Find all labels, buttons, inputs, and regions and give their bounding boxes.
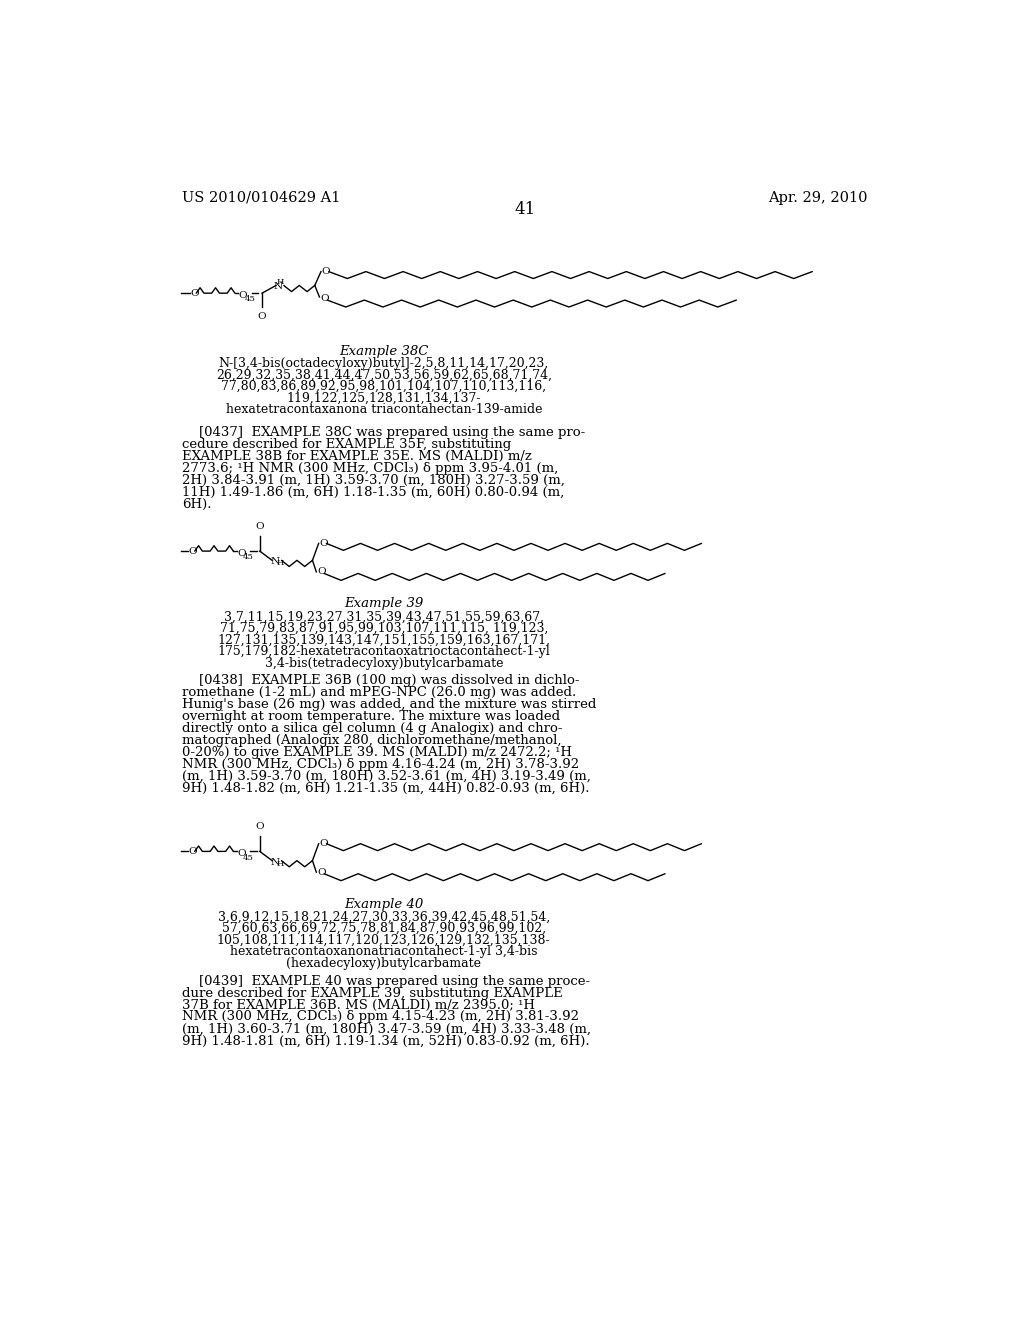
Text: 0-20%) to give EXAMPLE 39. MS (MALDI) m/z 2472.2; ¹H: 0-20%) to give EXAMPLE 39. MS (MALDI) m/…	[182, 746, 572, 759]
Text: N: N	[273, 281, 283, 290]
Text: EXAMPLE 38B for EXAMPLE 35E. MS (MALDI) m/z: EXAMPLE 38B for EXAMPLE 35E. MS (MALDI) …	[182, 450, 532, 463]
Text: O: O	[319, 840, 328, 849]
Text: H: H	[276, 279, 285, 286]
Text: O: O	[321, 294, 329, 304]
Text: H: H	[276, 560, 285, 568]
Text: 3,6,9,12,15,18,21,24,27,30,33,36,39,42,45,48,51,54,: 3,6,9,12,15,18,21,24,27,30,33,36,39,42,4…	[218, 911, 550, 924]
Text: 3,7,11,15,19,23,27,31,35,39,43,47,51,55,59,63,67,: 3,7,11,15,19,23,27,31,35,39,43,47,51,55,…	[224, 610, 544, 623]
Text: 11H) 1.49-1.86 (m, 6H) 1.18-1.35 (m, 60H) 0.80-0.94 (m,: 11H) 1.49-1.86 (m, 6H) 1.18-1.35 (m, 60H…	[182, 486, 564, 499]
Text: Example 38C: Example 38C	[339, 345, 428, 358]
Text: 45: 45	[245, 296, 255, 304]
Text: romethane (1-2 mL) and mPEG-NPC (26.0 mg) was added.: romethane (1-2 mL) and mPEG-NPC (26.0 mg…	[182, 686, 577, 700]
Text: Example 39: Example 39	[344, 597, 423, 610]
Text: N-[3,4-bis(octadecyloxy)butyl]-2,5,8,11,14,17,20,23,: N-[3,4-bis(octadecyloxy)butyl]-2,5,8,11,…	[219, 358, 549, 370]
Text: 41: 41	[514, 201, 536, 218]
Text: 45: 45	[243, 854, 254, 862]
Text: 175,179,182-hexatetracontaoxatrioctacontahect-1-yl: 175,179,182-hexatetracontaoxatrioctacont…	[217, 645, 550, 659]
Text: O: O	[238, 849, 246, 858]
Text: hexatetracontaxanona triacontahectan-139-amide: hexatetracontaxanona triacontahectan-139…	[225, 404, 542, 416]
Text: 37B for EXAMPLE 36B. MS (MALDI) m/z 2395.0; ¹H: 37B for EXAMPLE 36B. MS (MALDI) m/z 2395…	[182, 998, 536, 1011]
Text: 9H) 1.48-1.81 (m, 6H) 1.19-1.34 (m, 52H) 0.83-0.92 (m, 6H).: 9H) 1.48-1.81 (m, 6H) 1.19-1.34 (m, 52H)…	[182, 1035, 590, 1047]
Text: [0437]  EXAMPLE 38C was prepared using the same pro-: [0437] EXAMPLE 38C was prepared using th…	[182, 426, 586, 440]
Text: 127,131,135,139,143,147,151,155,159,163,167,171,: 127,131,135,139,143,147,151,155,159,163,…	[217, 634, 550, 647]
Text: NMR (300 MHz, CDCl₃) δ ppm 4.15-4.23 (m, 2H) 3.81-3.92: NMR (300 MHz, CDCl₃) δ ppm 4.15-4.23 (m,…	[182, 1010, 580, 1023]
Text: (m, 1H) 3.60-3.71 (m, 180H) 3.47-3.59 (m, 4H) 3.33-3.48 (m,: (m, 1H) 3.60-3.71 (m, 180H) 3.47-3.59 (m…	[182, 1022, 591, 1035]
Text: Example 40: Example 40	[344, 898, 423, 911]
Text: O: O	[317, 867, 326, 876]
Text: [0439]  EXAMPLE 40 was prepared using the same proce-: [0439] EXAMPLE 40 was prepared using the…	[182, 974, 591, 987]
Text: N: N	[270, 557, 280, 566]
Text: matographed (Analogix 280, dichloromethane/methanol,: matographed (Analogix 280, dichlorometha…	[182, 734, 562, 747]
Text: O: O	[238, 549, 246, 558]
Text: O: O	[188, 847, 197, 855]
Text: 77,80,83,86,89,92,95,98,101,104,107,110,113,116,: 77,80,83,86,89,92,95,98,101,104,107,110,…	[221, 380, 547, 393]
Text: O: O	[317, 568, 326, 577]
Text: 9H) 1.48-1.82 (m, 6H) 1.21-1.35 (m, 44H) 0.82-0.93 (m, 6H).: 9H) 1.48-1.82 (m, 6H) 1.21-1.35 (m, 44H)…	[182, 781, 590, 795]
Text: H: H	[276, 859, 285, 867]
Text: US 2010/0104629 A1: US 2010/0104629 A1	[182, 190, 341, 205]
Text: 105,108,111,114,117,120,123,126,129,132,135,138-: 105,108,111,114,117,120,123,126,129,132,…	[217, 933, 551, 946]
Text: dure described for EXAMPLE 39, substituting EXAMPLE: dure described for EXAMPLE 39, substitut…	[182, 986, 563, 999]
Text: 71,75,79,83,87,91,95,99,103,107,111,115, 119,123,: 71,75,79,83,87,91,95,99,103,107,111,115,…	[219, 622, 548, 635]
Text: 26,29,32,35,38,41,44,47,50,53,56,59,62,65,68,71,74,: 26,29,32,35,38,41,44,47,50,53,56,59,62,6…	[216, 368, 552, 381]
Text: hexatetracontaoxanonatriacontahect-1-yl 3,4-bis: hexatetracontaoxanonatriacontahect-1-yl …	[230, 945, 538, 958]
Text: O: O	[255, 822, 264, 832]
Text: [0438]  EXAMPLE 36B (100 mg) was dissolved in dichlo-: [0438] EXAMPLE 36B (100 mg) was dissolve…	[182, 675, 580, 688]
Text: O: O	[188, 546, 197, 556]
Text: Hunig's base (26 mg) was added, and the mixture was stirred: Hunig's base (26 mg) was added, and the …	[182, 698, 597, 711]
Text: (hexadecyloxy)butylcarbamate: (hexadecyloxy)butylcarbamate	[287, 957, 481, 970]
Text: O: O	[255, 523, 264, 531]
Text: 2H) 3.84-3.91 (m, 1H) 3.59-3.70 (m, 180H) 3.27-3.59 (m,: 2H) 3.84-3.91 (m, 1H) 3.59-3.70 (m, 180H…	[182, 474, 565, 487]
Text: 2773.6; ¹H NMR (300 MHz, CDCl₃) δ ppm 3.95-4.01 (m,: 2773.6; ¹H NMR (300 MHz, CDCl₃) δ ppm 3.…	[182, 462, 558, 475]
Text: N: N	[270, 858, 280, 867]
Text: O: O	[190, 289, 199, 297]
Text: O: O	[258, 312, 266, 321]
Text: O: O	[239, 290, 248, 300]
Text: Apr. 29, 2010: Apr. 29, 2010	[768, 190, 867, 205]
Text: 45: 45	[243, 553, 254, 561]
Text: 3,4-bis(tetradecyloxy)butylcarbamate: 3,4-bis(tetradecyloxy)butylcarbamate	[264, 656, 503, 669]
Text: O: O	[322, 267, 331, 276]
Text: NMR (300 MHz, CDCl₃) δ ppm 4.16-4.24 (m, 2H) 3.78-3.92: NMR (300 MHz, CDCl₃) δ ppm 4.16-4.24 (m,…	[182, 758, 580, 771]
Text: overnight at room temperature. The mixture was loaded: overnight at room temperature. The mixtu…	[182, 710, 560, 723]
Text: 57,60,63,66,69,72,75,78,81,84,87,90,93,96,99,102,: 57,60,63,66,69,72,75,78,81,84,87,90,93,9…	[221, 923, 546, 936]
Text: directly onto a silica gel column (4 g Analogix) and chro-: directly onto a silica gel column (4 g A…	[182, 722, 563, 735]
Text: 6H).: 6H).	[182, 498, 212, 511]
Text: cedure described for EXAMPLE 35F, substituting: cedure described for EXAMPLE 35F, substi…	[182, 438, 512, 451]
Text: 119,122,125,128,131,134,137-: 119,122,125,128,131,134,137-	[287, 392, 481, 405]
Text: O: O	[319, 539, 328, 548]
Text: (m, 1H) 3.59-3.70 (m, 180H) 3.52-3.61 (m, 4H) 3.19-3.49 (m,: (m, 1H) 3.59-3.70 (m, 180H) 3.52-3.61 (m…	[182, 770, 591, 783]
